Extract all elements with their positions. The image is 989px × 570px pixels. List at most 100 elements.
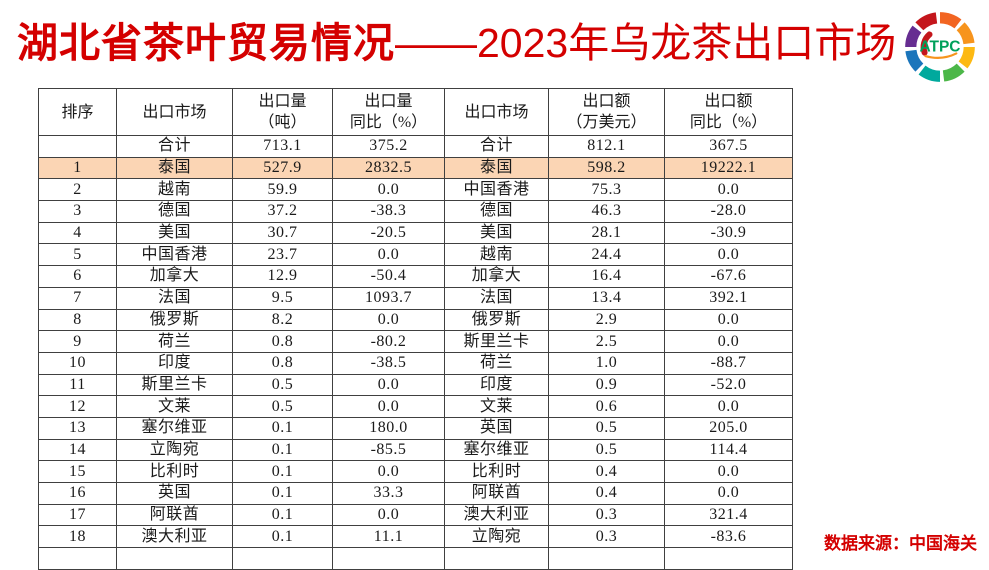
column-header-line: 同比（%） — [689, 114, 768, 131]
logo-underline-swoosh — [924, 52, 958, 59]
table-cell: 9 — [38, 330, 117, 353]
table-cell: 0.0 — [664, 460, 793, 483]
column-header-line: 出口市场 — [464, 103, 529, 121]
column-header-line: 出口量 — [364, 93, 413, 110]
table-cell: 中国香港 — [116, 243, 233, 267]
table-cell: -83.6 — [664, 525, 793, 549]
table-cell — [444, 547, 549, 570]
table-cell: 8 — [38, 308, 117, 332]
table-row: 4 美国 30.7 -20.5 美国 28.1 -30.9 — [38, 221, 793, 245]
table-cell: 法国 — [444, 286, 549, 310]
table-cell: 527.9 — [232, 156, 333, 180]
table-cell: 德国 — [116, 200, 233, 223]
table-cell: 文莱 — [116, 395, 233, 418]
table-cell: 0.3 — [548, 503, 665, 527]
table-row-highlighted: 1 泰国 527.9 2832.5 泰国 598.2 19222.1 — [38, 156, 793, 180]
table-cell: 375.2 — [332, 135, 445, 158]
table-cell: 0.4 — [548, 460, 665, 483]
table-cell: 加拿大 — [116, 265, 233, 288]
table-cell: 比利时 — [116, 460, 233, 483]
table-cell: 斯里兰卡 — [444, 330, 549, 353]
logo-swirl-segment — [942, 63, 965, 82]
slide-title-main: 湖北省茶叶贸易情况 — [17, 20, 395, 66]
table-row: 14 立陶宛 0.1 -85.5 塞尔维亚 0.5 114.4 — [38, 438, 793, 462]
table-cell: 7 — [38, 286, 117, 310]
table-cell: 598.2 — [548, 156, 665, 180]
table-cell: 0.5 — [232, 395, 333, 418]
table-cell: 荷兰 — [444, 351, 549, 375]
column-header-line: 出口额 — [704, 93, 753, 110]
table-row: 5 中国香港 23.7 0.0 越南 24.4 0.0 — [38, 243, 793, 267]
table-cell: 0.0 — [664, 243, 793, 267]
table-cell: 59.9 — [232, 178, 333, 202]
table-cell: 俄罗斯 — [116, 308, 233, 332]
table-cell: 越南 — [444, 243, 549, 267]
table-cell: 0.0 — [332, 178, 445, 202]
table-cell: 2.5 — [548, 330, 665, 353]
table-row: 10 印度 0.8 -38.5 荷兰 1.0 -88.7 — [38, 351, 793, 375]
table-cell — [548, 547, 665, 570]
table-cell: 713.1 — [232, 135, 333, 158]
table-cell: 11.1 — [332, 525, 445, 549]
table-cell: 澳大利亚 — [116, 525, 233, 549]
table-cell: 180.0 — [332, 416, 445, 440]
column-header: 出口额同比（%） — [664, 88, 793, 136]
table-cell: 阿联酋 — [444, 482, 549, 505]
column-header-line: 同比（%） — [349, 114, 428, 131]
table-row: 13 塞尔维亚 0.1 180.0 英国 0.5 205.0 — [38, 416, 793, 440]
logo-swirl-segment — [905, 25, 922, 48]
logo-inner-swirl — [920, 31, 933, 56]
table-cell: 印度 — [116, 351, 233, 375]
table-cell: 印度 — [444, 373, 549, 397]
table-cell: 阿联酋 — [116, 503, 233, 527]
table-cell: 12.9 — [232, 265, 333, 288]
table-cell: 立陶宛 — [444, 525, 549, 549]
column-header: 出口市场 — [444, 88, 549, 136]
table-cell: 美国 — [444, 221, 549, 245]
table-cell: 0.1 — [232, 482, 333, 505]
table-cell — [664, 547, 793, 570]
table-row: 2 越南 59.9 0.0 中国香港 75.3 0.0 — [38, 178, 793, 202]
table-cell: -38.3 — [332, 200, 445, 223]
table-header-row: 排序 出口市场 出口量 （吨） 出口量 同比（%） 出口市场 出口额 （万美元） 出口额 同比（%） — [38, 88, 793, 136]
table-cell: 17 — [38, 503, 117, 527]
table-row: 3 德国 37.2 -38.3 德国 46.3 -28.0 — [38, 200, 793, 223]
column-header-line: 排序 — [61, 103, 94, 121]
table-cell: 英国 — [116, 482, 233, 505]
column-header-line: 出口市场 — [142, 103, 207, 121]
table-cell: 立陶宛 — [116, 438, 233, 462]
table-cell — [332, 547, 445, 570]
atpc-logo-text: ATPC — [920, 38, 961, 55]
slide-title-sub: ——2023年乌龙茶出口市场 — [395, 20, 897, 66]
table-cell: 0.0 — [332, 460, 445, 483]
table-cell: 9.5 — [232, 286, 333, 310]
table-cell: 越南 — [116, 178, 233, 202]
table-cell: 斯里兰卡 — [116, 373, 233, 397]
table-cell: 俄罗斯 — [444, 308, 549, 332]
table-cell: -28.0 — [664, 200, 793, 223]
table-cell: 0.5 — [232, 373, 333, 397]
table-row: 7 法国 9.5 1093.7 法国 13.4 392.1 — [38, 286, 793, 310]
table-cell: 2832.5 — [332, 156, 445, 180]
table-cell: -38.5 — [332, 351, 445, 375]
table-cell: 16 — [38, 482, 117, 505]
table-cell: 19222.1 — [664, 156, 793, 180]
table-row: 6 加拿大 12.9 -50.4 加拿大 16.4 -67.6 — [38, 265, 793, 288]
table-cell: 75.3 — [548, 178, 665, 202]
table-cell: 0.0 — [664, 482, 793, 505]
table-row: 12 文莱 0.5 0.0 文莱 0.6 0.0 — [38, 395, 793, 418]
table-cell: 10 — [38, 351, 117, 375]
table-row: 合计 713.1 375.2 合计 812.1 367.5 — [38, 135, 793, 158]
logo-swirl-segment — [918, 65, 941, 82]
column-header-line: （吨） — [258, 114, 307, 131]
table-cell: 6 — [38, 265, 117, 288]
table-cell: 23.7 — [232, 243, 333, 267]
slide-title: 湖北省茶叶贸易情况——2023年乌龙茶出口市场 — [17, 10, 896, 76]
table-cell: 荷兰 — [116, 330, 233, 353]
table-cell: 0.8 — [232, 351, 333, 375]
table-cell — [232, 547, 333, 570]
table-cell: 0.1 — [232, 460, 333, 483]
table-cell: 0.0 — [664, 178, 793, 202]
data-source: 数据来源：中国海关 — [824, 534, 977, 553]
table-cell: 0.0 — [664, 395, 793, 418]
